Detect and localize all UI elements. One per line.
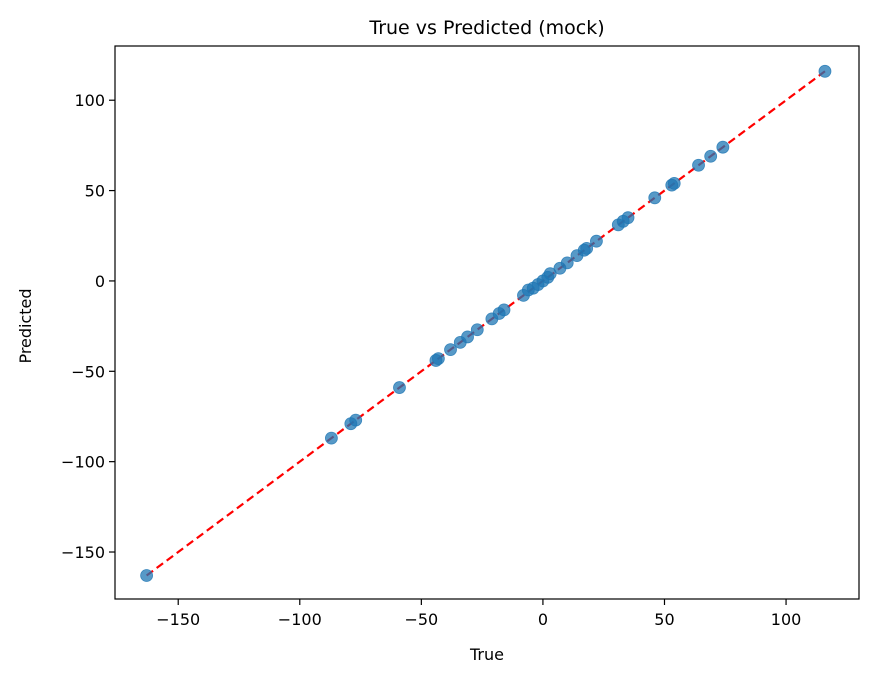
y-tick-label: 50 — [85, 182, 105, 201]
data-point — [431, 352, 445, 366]
data-point — [349, 413, 363, 427]
x-tick-label: 50 — [654, 610, 674, 629]
data-point — [704, 149, 718, 163]
axes-frame — [114, 45, 860, 600]
y-tick-label: 0 — [95, 272, 105, 291]
data-point — [543, 267, 557, 281]
x-tick-label: 0 — [538, 610, 548, 629]
data-point — [580, 242, 594, 255]
x-axis-label: True — [469, 645, 504, 664]
y-tick-label: −50 — [71, 362, 105, 381]
y-tick-label: 100 — [74, 91, 105, 110]
data-point — [324, 431, 338, 445]
x-tick-label: −100 — [278, 610, 322, 629]
data-point — [560, 256, 574, 270]
data-point — [444, 343, 457, 357]
data-point — [393, 381, 406, 394]
data-point — [497, 303, 511, 317]
chart-title: True vs Predicted (mock) — [368, 17, 604, 39]
x-tick-label: −50 — [404, 610, 438, 629]
y-tick-label: −150 — [61, 543, 105, 562]
data-point — [590, 234, 603, 248]
data-point — [621, 211, 635, 225]
plot-area: −150 −100 −50 0 50 100 −150 −100 −50 0 50 100 — [61, 45, 860, 629]
data-point — [818, 64, 832, 78]
data-point — [461, 330, 474, 344]
data-point — [140, 569, 154, 582]
x-tick-label: −150 — [156, 610, 200, 629]
data-point — [648, 191, 662, 205]
x-tick-label: 100 — [771, 610, 802, 629]
y-axis-label: Predicted — [16, 288, 35, 363]
data-point — [716, 140, 730, 154]
data-point — [692, 158, 705, 172]
data-point — [667, 176, 681, 190]
y-tick-label: −100 — [61, 453, 105, 472]
data-point — [470, 323, 484, 337]
